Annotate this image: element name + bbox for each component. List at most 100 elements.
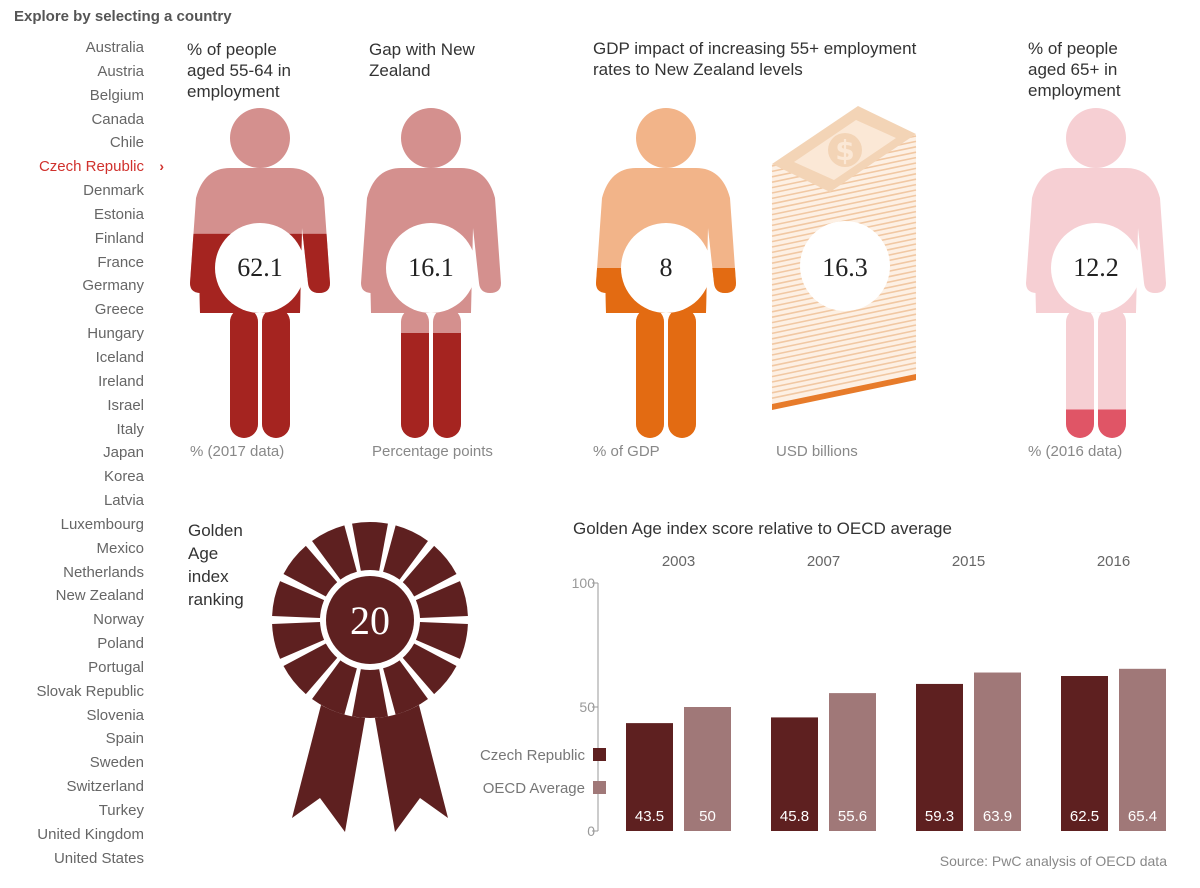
value-badge — [386, 223, 476, 313]
country-item[interactable]: Estonia — [0, 203, 144, 227]
country-label: United States — [53, 849, 144, 867]
gdp-pct-value: 8 — [659, 253, 673, 282]
country-item[interactable]: Greece — [0, 298, 144, 322]
gap-nz-value: 16.1 — [408, 253, 454, 282]
country-item[interactable]: New Zealand — [0, 584, 144, 608]
country-item[interactable]: Slovak Republic — [0, 680, 144, 704]
dollar-bill-icon: $ — [772, 106, 916, 192]
rosette-petals — [272, 522, 468, 718]
country-label: Canada — [91, 110, 144, 128]
country-item[interactable]: Chile — [0, 131, 144, 155]
country-item[interactable]: Italy — [0, 418, 144, 442]
legend-swatch — [593, 781, 606, 794]
country-label: Belgium — [89, 86, 144, 104]
country-item[interactable]: Hungary — [0, 322, 144, 346]
country-label: Poland — [97, 635, 144, 653]
country-label: Mexico — [96, 539, 144, 557]
country-item[interactable]: Ireland — [0, 370, 144, 394]
country-label: Austria — [97, 62, 144, 80]
country-item[interactable]: Denmark — [0, 179, 144, 203]
country-label: France — [97, 253, 144, 271]
country-label: Sweden — [89, 754, 144, 772]
ranking-label: Golden Age index ranking — [188, 521, 244, 609]
country-item[interactable]: Israel — [0, 394, 144, 418]
page-heading: Explore by selecting a country — [14, 8, 232, 25]
legend-label: Czech Republic — [480, 747, 586, 764]
country-item[interactable]: United States — [0, 847, 144, 871]
employment-55-64-title: % of people aged 55-64 in employment — [187, 40, 291, 101]
legend-swatch — [593, 748, 606, 761]
country-label: Slovak Republic — [36, 682, 144, 700]
value-badge — [215, 223, 305, 313]
y-tick-label: 50 — [579, 699, 595, 715]
country-item[interactable]: Netherlands — [0, 561, 144, 585]
country-label: Italy — [116, 420, 144, 438]
bar-value-label: 50 — [699, 808, 716, 825]
country-item-selected[interactable]: Czech Republic › — [0, 155, 164, 179]
country-label: Estonia — [93, 205, 144, 223]
country-item[interactable]: Australia — [0, 36, 144, 60]
chart-title: Golden Age index score relative to OECD … — [573, 519, 952, 538]
bar-value-label: 45.8 — [780, 808, 809, 825]
country-item[interactable]: Sweden — [0, 751, 144, 775]
bar-value-label: 63.9 — [983, 808, 1012, 825]
golden-age-bar-chart: 0 50 100 2003 43.5 50 2007 45.8 55.6 2015 59.3 63.9… — [480, 553, 1166, 839]
country-item[interactable]: United Kingdom — [0, 823, 144, 847]
y-tick-label: 0 — [587, 823, 595, 839]
person-icon-gap-nz — [361, 108, 501, 438]
category-label: 2007 — [807, 553, 840, 570]
country-item[interactable]: Portugal — [0, 656, 144, 680]
country-item[interactable]: Mexico — [0, 537, 144, 561]
country-item[interactable]: Slovenia — [0, 704, 144, 728]
category-label: 2003 — [662, 553, 695, 570]
person-icon-employment-55-64 — [190, 108, 330, 438]
country-label: Ireland — [98, 372, 144, 390]
employment-55-64-unit: % (2017 data) — [190, 443, 285, 460]
bar-value-label: 43.5 — [635, 808, 664, 825]
country-item[interactable]: Germany — [0, 274, 144, 298]
country-label: Australia — [85, 39, 144, 56]
country-label: Denmark — [83, 182, 144, 200]
gap-nz-unit: Percentage points — [372, 443, 493, 460]
country-item[interactable]: Korea — [0, 465, 144, 489]
country-item[interactable]: Canada — [0, 108, 144, 132]
bar — [974, 672, 1021, 831]
employment-65-value: 12.2 — [1073, 253, 1119, 282]
country-item[interactable]: Poland — [0, 632, 144, 656]
country-item[interactable]: Belgium — [0, 84, 144, 108]
country-item[interactable]: France — [0, 251, 144, 275]
country-label: Czech Republic — [38, 158, 144, 176]
country-item[interactable]: Iceland — [0, 346, 144, 370]
country-label: Latvia — [103, 492, 144, 510]
ranking-value: 20 — [350, 598, 390, 643]
y-tick-label: 100 — [572, 575, 596, 591]
employment-65-fill — [1026, 409, 1166, 438]
rosette-icon — [272, 522, 468, 832]
country-label: Slovenia — [86, 706, 144, 724]
country-item[interactable]: Japan — [0, 441, 144, 465]
country-label: New Zealand — [55, 587, 144, 605]
bar — [829, 693, 876, 831]
country-item[interactable]: Spain — [0, 727, 144, 751]
country-item[interactable]: Austria — [0, 60, 144, 84]
value-badge — [800, 221, 890, 311]
country-item[interactable]: Latvia — [0, 489, 144, 513]
bar — [684, 707, 731, 831]
bar — [916, 683, 963, 831]
gdp-usd-unit: USD billions — [776, 443, 858, 460]
bar-value-label: 65.4 — [1128, 808, 1157, 825]
country-item[interactable]: Luxembourg — [0, 513, 144, 537]
country-label: Netherlands — [63, 563, 144, 581]
value-badge — [1051, 223, 1141, 313]
bar — [626, 723, 673, 831]
country-item[interactable]: Norway — [0, 608, 144, 632]
bar-value-label: 55.6 — [838, 808, 867, 825]
country-item[interactable]: Finland — [0, 227, 144, 251]
country-item[interactable]: Switzerland — [0, 775, 144, 799]
bar — [1119, 668, 1166, 831]
bar-value-label: 59.3 — [925, 808, 954, 825]
country-item[interactable]: Turkey — [0, 799, 144, 823]
legend-label: OECD Average — [483, 780, 585, 797]
bar — [1061, 676, 1108, 831]
employment-65-title: % of people aged 65+ in employment — [1028, 39, 1121, 100]
